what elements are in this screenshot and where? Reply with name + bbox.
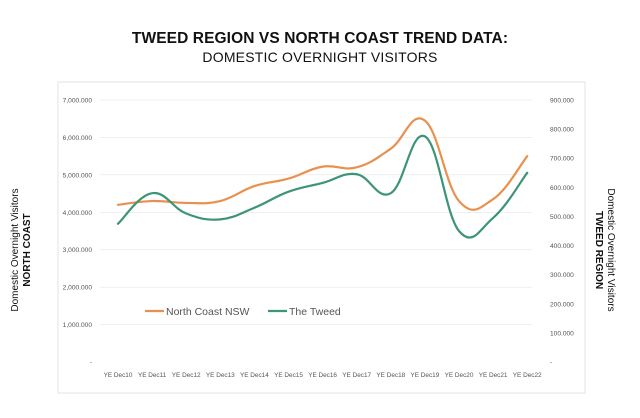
right-tick-label: 200.000 [550,301,574,308]
right-tick-label: 700.000 [550,156,574,163]
x-tick-label: YE Dec11 [138,372,167,379]
right-tick-label: 800.000 [550,127,574,134]
x-tick-label: YE Dec15 [274,372,303,379]
left-tick-label: 5,000.000 [63,172,93,179]
x-tick-label: YE Dec17 [342,372,371,379]
x-tick-label: YE Dec16 [308,372,337,379]
legend: North Coast NSW The Tweed [145,306,341,318]
left-tick-label: 2,000.000 [63,285,93,292]
right-tick-label: 400.000 [550,243,574,250]
left-tick-label: 7,000.000 [63,98,93,105]
x-tick-label: YE Dec22 [513,372,542,379]
x-tick-label: YE Dec20 [445,372,474,379]
series-line [116,117,529,211]
x-tick-label: YE Dec10 [104,372,133,379]
gridlines [100,99,532,325]
chart-subtitle: DOMESTIC OVERNIGHT VISITORS [202,49,438,65]
right-tick-label: - [550,360,552,367]
x-axis-ticks: YE Dec10 YE Dec11 YE Dec12 YE Dec13 YE Dec14… [104,372,542,379]
right-axis-ticks: - 100.000 200.000 300.000 400.000 500.000 600.… [550,98,574,367]
series-lines [116,117,529,239]
x-tick-label: YE Dec18 [376,372,405,379]
left-tick-label: 4,000.000 [63,210,93,217]
series-line [116,134,529,239]
left-tick-label: 6,000.000 [63,135,93,142]
x-tick-label: YE Dec12 [172,372,201,379]
right-tick-label: 900.000 [550,98,574,105]
chart-frame [57,81,586,394]
left-axis-ticks: - 1,000.000 2,000.000 3,000.000 4,000.000 5,0… [63,98,93,367]
legend-label: North Coast NSW [166,306,250,318]
chart-title: TWEED REGION VS NORTH COAST TREND DATA: [131,30,509,47]
right-tick-label: 600.000 [550,185,574,192]
right-tick-label: 100.000 [550,330,574,337]
left-tick-label: - [90,360,92,367]
x-tick-label: YE Dec19 [411,372,440,379]
x-tick-label: YE Dec13 [206,372,235,379]
x-tick-label: YE Dec14 [240,372,269,379]
legend-label: The Tweed [289,306,341,318]
x-tick-label: YE Dec21 [479,372,508,379]
left-tick-label: 3,000.000 [63,247,93,254]
right-tick-label: 500.000 [550,214,574,221]
right-tick-label: 300.000 [550,272,574,279]
left-tick-label: 1,000.000 [63,322,93,329]
